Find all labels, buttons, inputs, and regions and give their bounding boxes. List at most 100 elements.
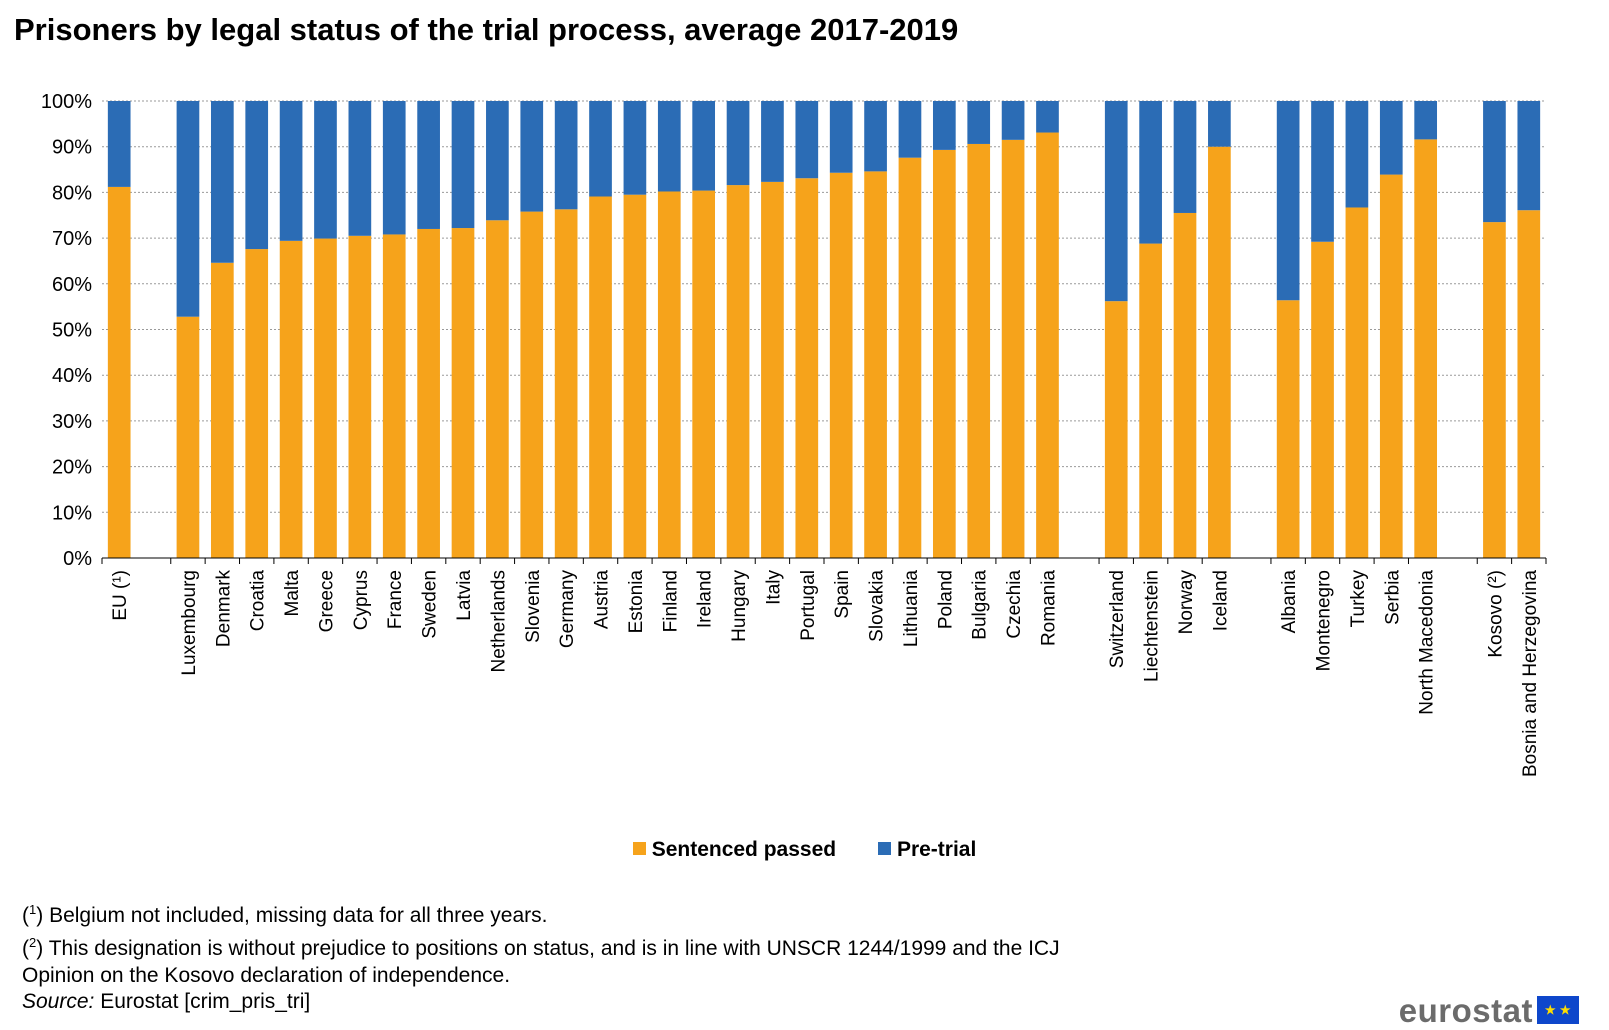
x-tick-label: Luxembourg — [179, 570, 200, 676]
bar-sentenced — [1001, 139, 1025, 558]
bar-pretrial — [1139, 101, 1162, 244]
bar-sentenced — [657, 191, 681, 558]
footnote-2-text: This designation is without prejudice to… — [43, 937, 1060, 960]
bar-sentenced — [245, 249, 269, 558]
bar-pretrial — [382, 101, 406, 235]
bar-pretrial — [1276, 101, 1300, 301]
legend-swatch-pretrial — [877, 841, 891, 855]
bar-pretrial — [1345, 101, 1369, 208]
x-tick-label: Czechia — [1004, 570, 1025, 639]
bar-sentenced — [554, 209, 578, 558]
bar-sentenced — [382, 234, 406, 558]
bar-pretrial — [176, 101, 200, 317]
y-tick-label: 0% — [63, 548, 92, 570]
x-tick-label: Greece — [316, 570, 337, 632]
x-tick-label: Cyprus — [351, 570, 372, 630]
bar-sentenced — [1208, 146, 1231, 558]
x-tick-label: Slovenia — [523, 570, 544, 643]
x-tick-label: Latvia — [454, 570, 475, 621]
gridlines — [102, 100, 1546, 513]
y-tick-label: 50% — [52, 320, 92, 342]
bar-pretrial — [1036, 101, 1059, 133]
x-tick-label: Slovakia — [867, 570, 888, 642]
bar-sentenced — [1104, 301, 1128, 558]
bar-pretrial — [623, 101, 647, 195]
bar-pretrial — [245, 101, 269, 250]
legend-label-pretrial: Pre-trial — [896, 838, 977, 861]
bar-pretrial — [279, 101, 303, 241]
y-tick-label: 90% — [52, 137, 92, 159]
bar-sentenced — [107, 186, 131, 558]
bar-pretrial — [589, 101, 612, 197]
bar-sentenced — [1345, 207, 1369, 558]
x-tick-label: Albania — [1279, 570, 1300, 634]
eurostat-logo: eurostat ★ ★ — [1399, 992, 1579, 1030]
x-tick-label: Portugal — [798, 570, 819, 641]
y-tick-label: 60% — [52, 274, 92, 296]
bar-sentenced — [1173, 212, 1197, 558]
x-tick-label: Lithuania — [901, 570, 922, 648]
bar-pretrial — [554, 101, 578, 210]
bar-pretrial — [1483, 101, 1506, 223]
bar-pretrial — [1311, 101, 1334, 242]
source-line: Source: Eurostat [crim_pris_tri] — [22, 990, 310, 1014]
bar-pretrial — [314, 101, 337, 239]
bar-pretrial — [520, 101, 544, 212]
bar-pretrial — [898, 101, 922, 158]
x-tick-label: Estonia — [626, 570, 647, 634]
legend-item-sentenced: Sentenced passed — [632, 838, 836, 862]
x-tick-label: Austria — [592, 570, 613, 630]
x-tick-label: France — [385, 570, 406, 629]
bar-pretrial — [1517, 101, 1541, 211]
x-tick-label: Montenegro — [1314, 570, 1335, 671]
bar-sentenced — [967, 143, 991, 558]
bar-chart: 0% 10% 20% 30% 40% 50% 60% 70% 80% 90% 100% EU (¹)… — [41, 91, 1547, 777]
bar-sentenced — [1036, 132, 1059, 558]
x-tick-label: Romania — [1038, 570, 1059, 646]
bar-sentenced — [795, 178, 819, 558]
logo-text: eurostat — [1398, 992, 1533, 1029]
x-tick-label: Denmark — [213, 570, 234, 648]
bar-sentenced — [314, 238, 337, 558]
bar-pretrial — [829, 101, 853, 173]
x-tick-label: Bulgaria — [970, 570, 991, 640]
y-axis-ticks: 0% 10% 20% 30% 40% 50% 60% 70% 80% 90% 100% — [41, 91, 92, 570]
x-tick-label: Germany — [557, 570, 578, 649]
bars — [107, 101, 1541, 559]
bar-sentenced — [348, 235, 372, 558]
bar-pretrial — [726, 101, 750, 186]
bar-pretrial — [932, 101, 956, 150]
bar-pretrial — [657, 101, 681, 192]
legend: Sentenced passed Pre-trial — [0, 838, 1609, 862]
x-tick-label: Netherlands — [488, 570, 509, 672]
legend-item-pretrial: Pre-trial — [877, 838, 977, 862]
bar-pretrial — [864, 101, 887, 172]
bar-sentenced — [726, 185, 750, 558]
y-tick-label: 100% — [41, 91, 92, 113]
footnotes: (1) Belgium not included, missing data f… — [22, 896, 1060, 989]
bar-sentenced — [417, 228, 440, 558]
x-tick-label: Malta — [282, 570, 303, 617]
bar-pretrial — [1208, 101, 1231, 147]
bar-sentenced — [623, 194, 647, 558]
x-tick-label: Kosovo (²) — [1485, 570, 1506, 658]
x-tick-label: Spain — [832, 570, 853, 619]
bar-sentenced — [692, 190, 716, 558]
y-tick-label: 70% — [52, 228, 92, 250]
bar-pretrial — [348, 101, 372, 236]
footnote-1: (1) Belgium not included, missing data f… — [22, 902, 548, 927]
x-tick-label: Hungary — [729, 570, 750, 642]
legend-swatch-sentenced — [632, 841, 646, 855]
chart-title: Prisoners by legal status of the trial p… — [14, 12, 959, 47]
x-tick-label: North Macedonia — [1417, 570, 1438, 715]
x-tick-label: Poland — [935, 570, 956, 629]
bar-sentenced — [520, 211, 544, 558]
x-tick-label: Bosnia and Herzegovina — [1520, 570, 1541, 777]
bar-sentenced — [761, 181, 784, 558]
bar-pretrial — [210, 101, 234, 263]
x-tick-label: Switzerland — [1107, 570, 1128, 668]
y-tick-label: 10% — [52, 502, 92, 524]
y-tick-label: 20% — [52, 457, 92, 479]
source-label: Source: — [22, 990, 95, 1013]
x-tick-label: Liechtenstein — [1142, 570, 1163, 682]
